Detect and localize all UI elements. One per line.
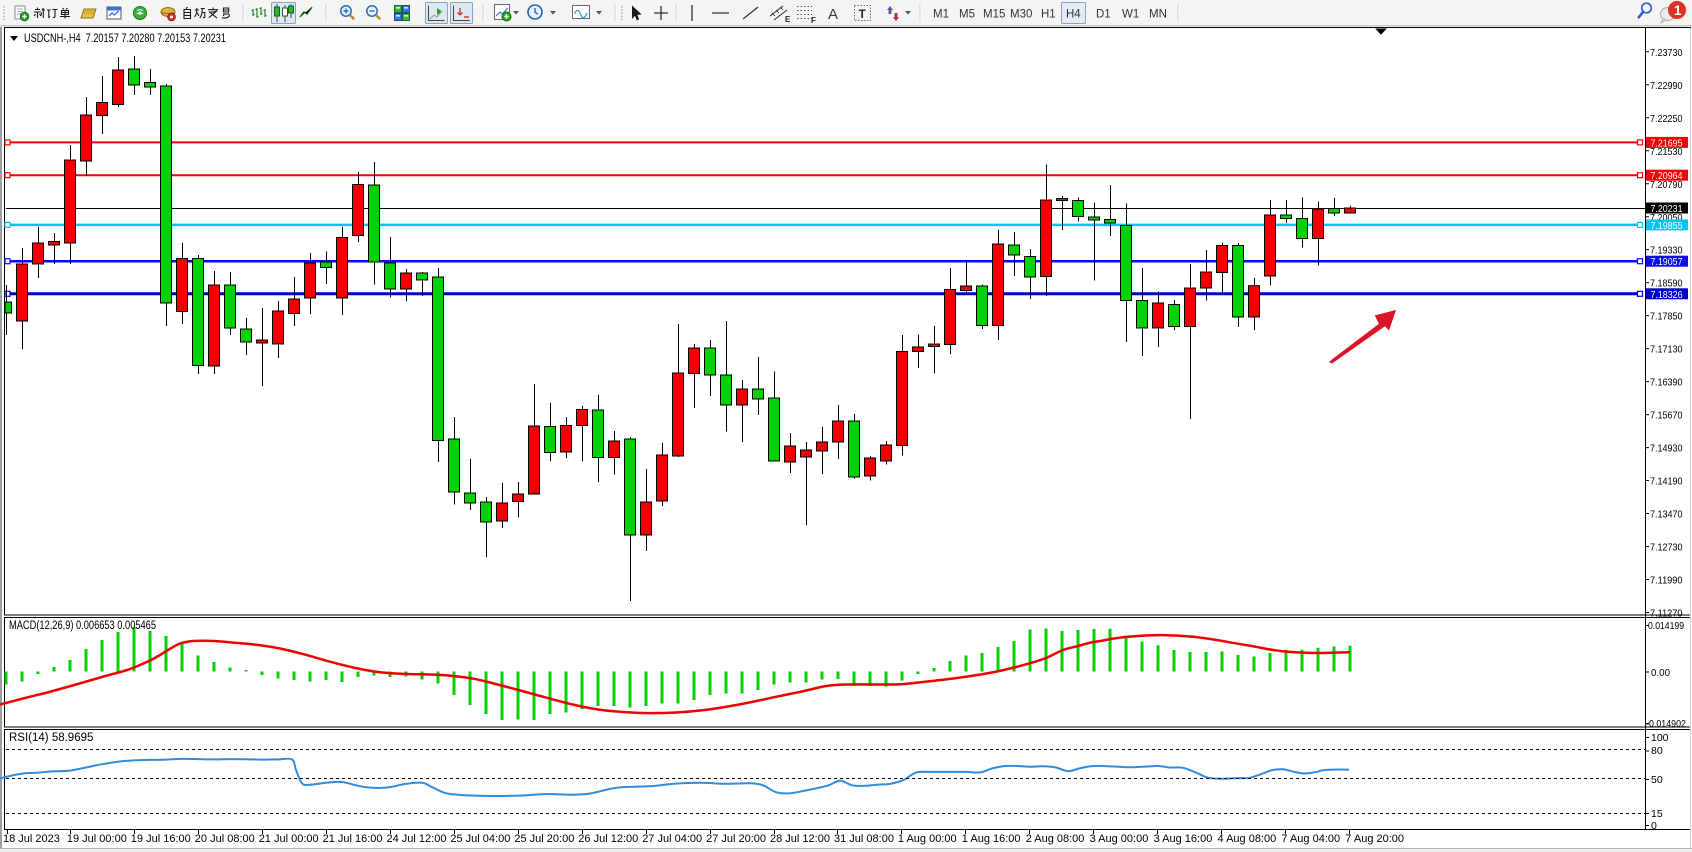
svg-text:1 Aug 00:00: 1 Aug 00:00	[898, 833, 957, 845]
svg-text:7.18326: 7.18326	[1651, 289, 1683, 301]
svg-text:20 Jul 08:00: 20 Jul 08:00	[195, 833, 255, 845]
svg-text:80: 80	[1651, 745, 1663, 757]
svg-text:M1: M1	[933, 9, 949, 21]
svg-text:USDCNH-,H4 7.20157 7.20280 7.: USDCNH-,H4 7.20157 7.20280 7.20153 7.202…	[24, 31, 226, 45]
svg-text:-0.014902: -0.014902	[1646, 718, 1686, 730]
svg-text:7.14190: 7.14190	[1650, 476, 1683, 488]
svg-text:M30: M30	[1010, 9, 1032, 21]
svg-text:27 Jul 04:00: 27 Jul 04:00	[642, 833, 702, 845]
svg-text:7.12730: 7.12730	[1650, 542, 1683, 554]
svg-text:F: F	[811, 16, 816, 25]
svg-text:19 Jul 16:00: 19 Jul 16:00	[131, 833, 191, 845]
svg-text:100: 100	[1651, 732, 1669, 744]
svg-text:7.14930: 7.14930	[1650, 443, 1683, 455]
svg-text:W1: W1	[1122, 9, 1139, 21]
svg-text:19 Jul 00:00: 19 Jul 00:00	[67, 833, 127, 845]
svg-text:7 Aug 20:00: 7 Aug 20:00	[1345, 833, 1404, 845]
svg-text:MACD(12,26,9) 0.006653 0.00546: MACD(12,26,9) 0.006653 0.005465	[9, 620, 156, 632]
svg-text:7.11270: 7.11270	[1650, 608, 1683, 620]
svg-text:7.19855: 7.19855	[1651, 220, 1683, 232]
svg-text:27 Jul 20:00: 27 Jul 20:00	[706, 833, 766, 845]
svg-text:RSI(14) 58.9695: RSI(14) 58.9695	[9, 732, 93, 744]
svg-text:24 Jul 12:00: 24 Jul 12:00	[387, 833, 447, 845]
svg-text:7.17130: 7.17130	[1650, 344, 1683, 356]
svg-text:H1: H1	[1041, 9, 1056, 21]
svg-text:7.19057: 7.19057	[1651, 256, 1683, 268]
svg-text:28 Jul 12:00: 28 Jul 12:00	[770, 833, 830, 845]
svg-text:15: 15	[1651, 808, 1663, 820]
svg-text:7.16390: 7.16390	[1650, 377, 1683, 389]
svg-text:MN: MN	[1149, 9, 1167, 21]
svg-text:7.19330: 7.19330	[1650, 245, 1683, 257]
svg-text:1 Aug 16:00: 1 Aug 16:00	[962, 833, 1021, 845]
svg-text:26 Jul 12:00: 26 Jul 12:00	[578, 833, 638, 845]
svg-text:7.15670: 7.15670	[1650, 410, 1683, 422]
svg-text:7.11990: 7.11990	[1650, 575, 1683, 587]
svg-text:7.20231: 7.20231	[1651, 203, 1683, 215]
svg-text:7.21695: 7.21695	[1651, 137, 1683, 149]
svg-text:7.23730: 7.23730	[1650, 47, 1683, 59]
svg-text:0.014199: 0.014199	[1648, 620, 1684, 632]
svg-text:T: T	[859, 7, 867, 21]
svg-text:M15: M15	[983, 9, 1005, 21]
svg-text:3 Aug 16:00: 3 Aug 16:00	[1154, 833, 1213, 845]
svg-text:A: A	[828, 6, 838, 23]
svg-text:18 Jul 2023: 18 Jul 2023	[3, 833, 60, 845]
svg-text:M5: M5	[959, 9, 975, 21]
svg-text:7.21530: 7.21530	[1650, 146, 1683, 158]
svg-text:7.22250: 7.22250	[1650, 113, 1683, 125]
svg-text:7.18590: 7.18590	[1650, 278, 1683, 290]
svg-text:21 Jul 16:00: 21 Jul 16:00	[323, 833, 383, 845]
svg-text:31 Jul 08:00: 31 Jul 08:00	[834, 833, 894, 845]
svg-text:7 Aug 04:00: 7 Aug 04:00	[1281, 833, 1340, 845]
svg-text:7.20790: 7.20790	[1650, 179, 1683, 191]
svg-text:E: E	[785, 15, 791, 24]
svg-text:21 Jul 00:00: 21 Jul 00:00	[259, 833, 319, 845]
svg-text:7.17850: 7.17850	[1650, 311, 1683, 323]
svg-text:D1: D1	[1096, 9, 1111, 21]
svg-text:4 Aug 08:00: 4 Aug 08:00	[1218, 833, 1277, 845]
svg-text:0: 0	[1651, 820, 1657, 832]
svg-text:H4: H4	[1066, 9, 1081, 21]
svg-text:2 Aug 08:00: 2 Aug 08:00	[1026, 833, 1085, 845]
svg-text:7.20964: 7.20964	[1651, 170, 1683, 182]
svg-text:1: 1	[1674, 3, 1682, 18]
svg-text:3 Aug 00:00: 3 Aug 00:00	[1090, 833, 1149, 845]
svg-text:0.00: 0.00	[1651, 667, 1670, 679]
svg-text:7.13470: 7.13470	[1650, 509, 1683, 521]
svg-text:25 Jul 20:00: 25 Jul 20:00	[514, 833, 574, 845]
svg-text:25 Jul 04:00: 25 Jul 04:00	[450, 833, 510, 845]
svg-text:50: 50	[1651, 774, 1663, 786]
svg-text:7.22990: 7.22990	[1650, 80, 1683, 92]
